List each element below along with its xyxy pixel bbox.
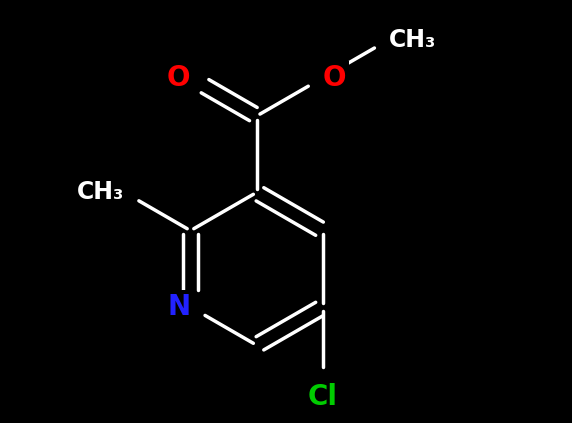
Text: O: O (167, 64, 190, 92)
Text: CH₃: CH₃ (389, 27, 436, 52)
Text: CH₃: CH₃ (77, 180, 124, 204)
Text: O: O (323, 64, 346, 92)
Text: N: N (168, 293, 190, 321)
Text: Cl: Cl (308, 383, 338, 412)
